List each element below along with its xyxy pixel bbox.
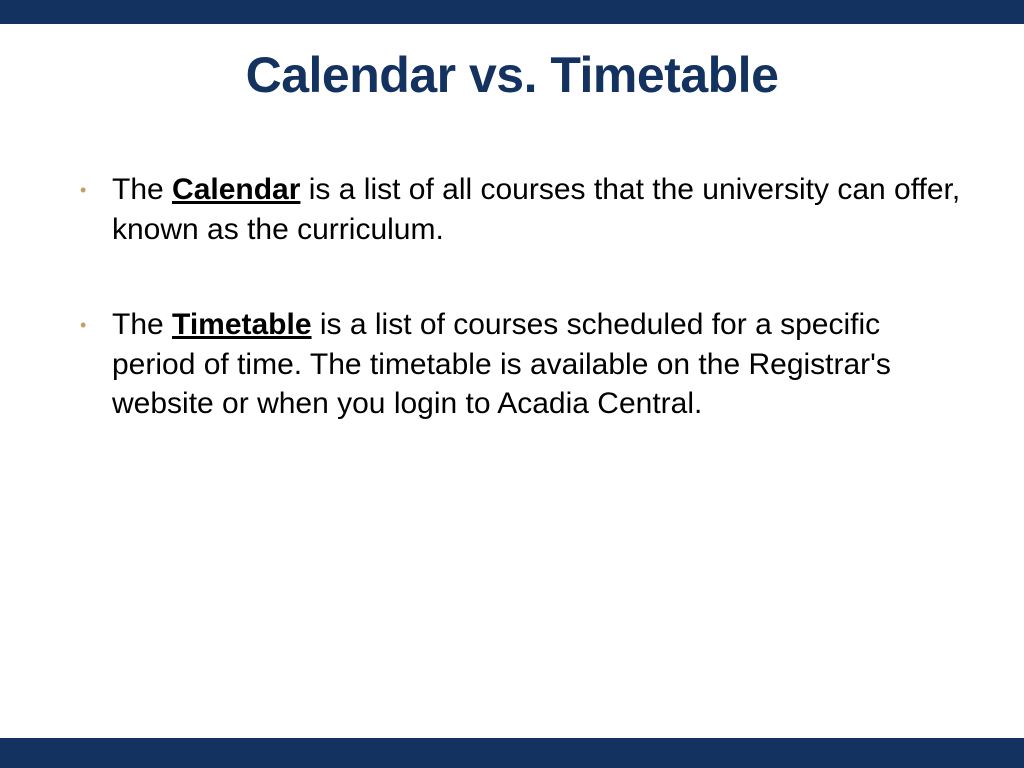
top-bar [0,0,1024,24]
slide-title: Calendar vs. Timetable [0,46,1024,104]
keyword: Timetable [172,308,312,341]
bullet-text: The Calendar is a list of all courses th… [112,170,964,249]
bullet-item: • The Calendar is a list of all courses … [78,170,964,249]
bullet-dot-icon: • [78,305,112,345]
bottom-bar [0,738,1024,768]
bullet-item: • The Timetable is a list of courses sch… [78,305,964,424]
keyword: Calendar [172,173,300,206]
bullet-dot-icon: • [78,170,112,210]
bullet-text: The Timetable is a list of courses sched… [112,305,964,424]
slide-body: • The Calendar is a list of all courses … [78,170,964,480]
